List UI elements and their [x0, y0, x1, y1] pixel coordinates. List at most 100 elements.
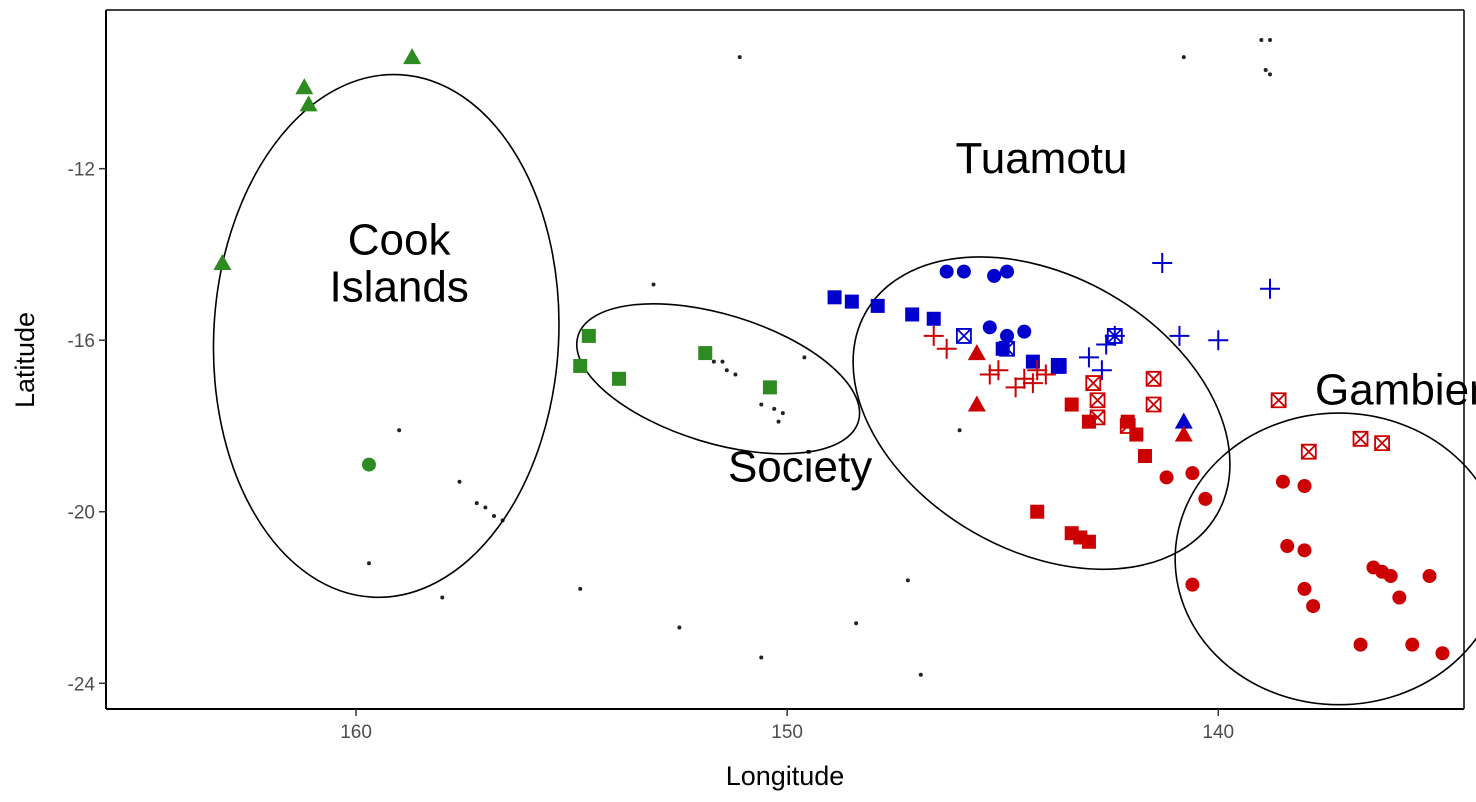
land-mass [1268, 72, 1272, 77]
data-point-circle [1185, 577, 1200, 592]
data-point-plus [1208, 330, 1229, 351]
data-point-triangle [403, 48, 422, 65]
data-point-square-x [1145, 396, 1162, 413]
data-point-square [844, 294, 859, 309]
data-point-square-x [999, 340, 1015, 357]
land-mass [854, 621, 859, 626]
data-point-square [1081, 534, 1096, 549]
land-mass [397, 428, 402, 433]
data-point-triangle [299, 95, 318, 112]
land-mass [776, 419, 781, 424]
land-mass [780, 411, 785, 416]
data-point-circle [1383, 569, 1398, 584]
data-point-square [905, 307, 920, 322]
data-point-plus [936, 338, 957, 359]
data-point-circle [1392, 590, 1407, 605]
y-tick-label: -12 [68, 160, 95, 181]
land-mass [1181, 55, 1186, 60]
plot-panel [106, 10, 1464, 709]
data-point-plus [1078, 347, 1099, 368]
region-ellipse [852, 256, 1231, 571]
land-mass [737, 55, 742, 60]
land-mass [677, 625, 682, 630]
data-point-square [870, 298, 885, 313]
x-tick-label: 140 [1202, 722, 1234, 743]
data-point-circle [1017, 324, 1032, 339]
data-point-square-x [1089, 409, 1106, 426]
data-point-circle [987, 268, 1002, 283]
region-ellipse [575, 303, 861, 455]
land-mass [720, 359, 725, 364]
data-point-circle [1000, 264, 1015, 279]
data-point-circle [361, 457, 376, 472]
region-ellipse [212, 73, 560, 599]
data-point-circle [1306, 599, 1321, 614]
land-mass [733, 372, 738, 377]
land-mass [457, 479, 462, 484]
y-tick-label: -20 [68, 503, 95, 524]
land-layer [366, 38, 1272, 677]
data-point-triangle [1174, 425, 1193, 442]
data-point-triangle [1174, 412, 1193, 429]
data-point-circle [1435, 646, 1450, 661]
data-point-square [573, 358, 588, 373]
land-mass [802, 355, 807, 360]
y-axis-title: Latitude [10, 312, 40, 408]
land-mass [772, 406, 777, 411]
land-mass [905, 578, 910, 583]
region-ellipse [1174, 412, 1476, 706]
data-point-square [1064, 397, 1079, 412]
y-tick-label: -16 [68, 331, 95, 352]
data-point-plus [1096, 334, 1117, 355]
land-mass [1259, 38, 1264, 43]
data-point-square [926, 311, 941, 326]
data-point-circle [1159, 470, 1174, 485]
data-point-square-x [1089, 392, 1106, 409]
data-point-circle [1185, 466, 1200, 481]
x-tick-label: 150 [771, 722, 803, 743]
region-ellipses [212, 73, 1476, 706]
land-mass [724, 368, 729, 373]
data-point-square-x [956, 328, 972, 344]
land-mass [578, 586, 583, 591]
data-point-plus [979, 364, 1000, 385]
data-point-square [698, 346, 713, 361]
land-mass [483, 505, 488, 510]
data-point-triangle [213, 254, 232, 271]
data-point-triangle [967, 395, 986, 412]
data-point-square-x [1300, 443, 1317, 460]
data-point-square [581, 328, 596, 343]
data-point-circle [982, 320, 997, 335]
data-point-plus [1091, 360, 1112, 381]
data-point-plus [923, 325, 944, 346]
data-point-circle [939, 264, 954, 279]
y-tick-label: -24 [68, 674, 96, 695]
land-mass [474, 501, 479, 506]
data-point-square [1030, 504, 1045, 519]
land-mass [759, 655, 764, 660]
data-point-square-x [1145, 370, 1162, 387]
data-point-circle [1280, 539, 1295, 554]
data-point-square [827, 290, 842, 305]
data-point-plus [1035, 364, 1056, 385]
data-point-circle [1422, 569, 1437, 584]
x-axis-title: Longitude [726, 761, 845, 791]
land-mass [957, 428, 962, 433]
land-mass [1263, 68, 1268, 73]
data-point-triangle [967, 344, 986, 361]
land-mass [918, 672, 923, 677]
region-label: Gambier [1315, 366, 1476, 415]
region-label: Tuamotu [956, 134, 1128, 183]
x-tick-label: 160 [340, 722, 372, 743]
data-point-square-x [1085, 375, 1102, 391]
region-label: Cook [348, 215, 452, 264]
data-point-circle [1297, 581, 1312, 596]
data-point-plus [1169, 325, 1190, 346]
data-point-circle [1297, 543, 1312, 558]
data-point-circle [1275, 474, 1290, 489]
data-point-square [1137, 448, 1152, 463]
data-point-circle [1000, 328, 1015, 343]
data-point-square [612, 371, 627, 386]
data-point-square [762, 380, 777, 395]
